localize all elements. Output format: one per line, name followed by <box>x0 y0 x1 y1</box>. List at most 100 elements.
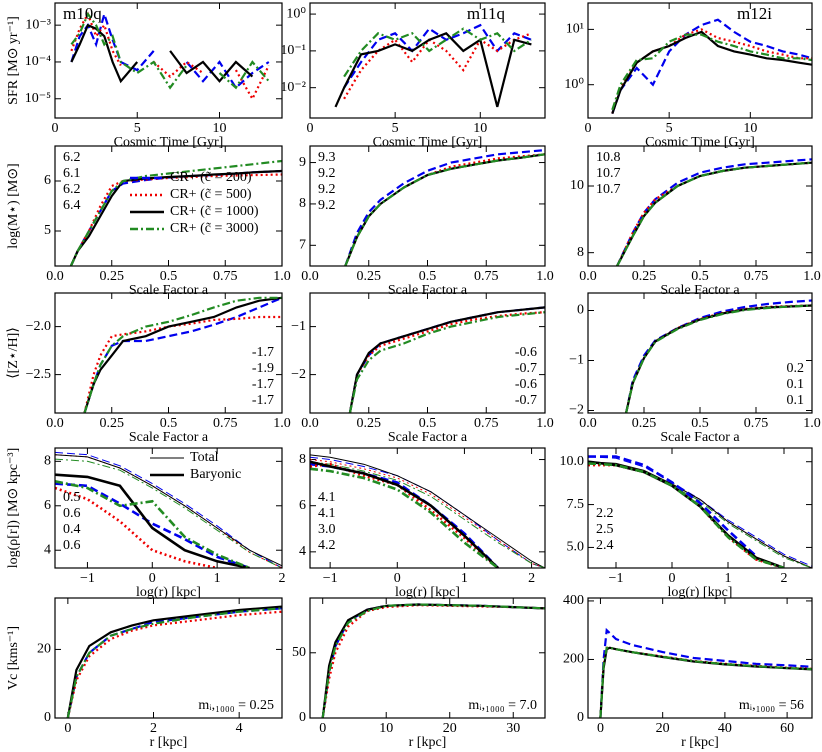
x-tick-label: 60 <box>780 721 794 736</box>
x-tick-label: 0.25 <box>357 416 382 431</box>
x-tick-label: 10 <box>743 121 757 136</box>
annotation: 10.7 <box>596 166 621 181</box>
x-tick-label: −1 <box>323 571 338 586</box>
annotation: -1.7 <box>252 393 274 408</box>
x-tick-label: 1 <box>461 571 468 586</box>
x-tick-label: 0 <box>64 721 71 736</box>
annotation: 0.2 <box>787 361 805 376</box>
x-tick-label: 0 <box>307 121 314 136</box>
y-tick-label: 10⁰ <box>286 6 306 21</box>
annotation: 4.2 <box>318 538 336 553</box>
y-axis-label: ⟨[Z⋆/H]⟩ <box>6 327 21 379</box>
x-tick-label: 10 <box>212 121 226 136</box>
legend-label: CR+ (c̃ = 500) <box>170 187 252 202</box>
annotation: 9.2 <box>318 198 336 213</box>
series-line <box>625 304 812 413</box>
y-tick-label: 10⁻¹ <box>280 43 306 58</box>
x-tick-label: 5 <box>392 121 399 136</box>
panel-title: m10q <box>63 4 102 23</box>
annotation: 0.4 <box>63 522 81 537</box>
y-tick-label: 10⁰ <box>564 77 584 92</box>
x-tick-label: 4 <box>236 721 243 736</box>
x-tick-label: 0.0 <box>579 416 597 431</box>
x-axis-label: Scale Factor a <box>660 283 740 298</box>
series-line <box>348 311 545 413</box>
x-tick-label: 0.5 <box>419 416 437 431</box>
annotation: 3.0 <box>318 522 336 537</box>
series-line <box>310 461 545 568</box>
x-axis-label: Scale Factor a <box>660 430 740 445</box>
y-tick-label: 50 <box>292 645 306 660</box>
x-tick-label: 20 <box>656 721 670 736</box>
y-tick-label: 10⁻⁴ <box>25 54 51 69</box>
x-tick-label: 0.75 <box>213 416 238 431</box>
annotation: 9.2 <box>318 182 336 197</box>
series-line <box>83 296 282 413</box>
series-line <box>310 467 499 568</box>
x-tick-label: 0.0 <box>46 269 64 284</box>
x-tick-label: 0 <box>585 121 592 136</box>
x-tick-label: 0.25 <box>632 269 657 284</box>
series-line <box>66 605 282 718</box>
series-line <box>321 603 545 718</box>
x-tick-label: 0.5 <box>691 269 709 284</box>
series-line <box>588 455 757 557</box>
x-tick-label: 1.0 <box>273 269 291 284</box>
y-tick-label: 0 <box>44 710 51 725</box>
series-line <box>344 153 545 266</box>
x-tick-label: 1 <box>725 571 732 586</box>
annotation: 6.2 <box>63 182 81 197</box>
legend-label: CR+ (c̃ = 3000) <box>170 221 259 236</box>
series-line <box>66 610 282 718</box>
y-axis-label: Vc [kms⁻¹] <box>6 626 21 690</box>
x-tick-label: 0 <box>149 571 156 586</box>
y-tick-label: 400 <box>563 593 584 608</box>
x-tick-label: 0 <box>669 571 676 586</box>
plot-frame <box>587 2 813 119</box>
annotation: 6.1 <box>63 166 81 181</box>
annotation: 9.2 <box>318 166 336 181</box>
y-tick-label: −1 <box>291 319 306 334</box>
y-tick-label: 20 <box>37 642 51 657</box>
x-axis-label: Scale Factor a <box>388 283 468 298</box>
plot-frame <box>309 2 546 119</box>
y-tick-label: −2.0 <box>26 319 51 334</box>
x-tick-label: 10 <box>379 721 393 736</box>
x-tick-label: 1.0 <box>273 416 291 431</box>
y-tick-label: 10¹ <box>566 22 584 37</box>
x-axis-label: log(r) [kpc] <box>395 585 460 600</box>
series-line <box>588 456 812 567</box>
x-tick-label: 40 <box>718 721 732 736</box>
y-tick-label: 9 <box>299 155 306 170</box>
y-axis-label: log(M⋆) [M⊙] <box>6 163 21 248</box>
x-tick-label: 0.25 <box>357 269 382 284</box>
x-tick-label: 1 <box>214 571 221 586</box>
series-line <box>310 462 499 568</box>
plot-frame <box>309 597 546 719</box>
panel-title: m11q <box>467 4 506 23</box>
y-tick-label: 8 <box>299 452 306 467</box>
annotation: 4.1 <box>318 490 336 505</box>
series-line <box>599 646 812 718</box>
x-tick-label: 5 <box>134 121 141 136</box>
y-tick-label: 6 <box>299 498 306 513</box>
series-line <box>55 451 282 568</box>
series-line <box>310 454 545 568</box>
series-line <box>616 161 812 266</box>
annotation: -1.7 <box>252 377 274 392</box>
y-tick-label: 10⁻⁵ <box>25 91 51 106</box>
x-tick-label: 0.75 <box>474 416 499 431</box>
y-tick-label: 7.5 <box>567 497 585 512</box>
x-tick-label: 20 <box>443 721 457 736</box>
series-line <box>70 23 254 84</box>
annotation: -0.7 <box>515 393 537 408</box>
annotation: 0.1 <box>787 393 805 408</box>
y-tick-label: 10⁻² <box>280 80 306 95</box>
legend-label: CR+ (c̃ = 1000) <box>170 204 259 219</box>
annotation: 2.5 <box>596 522 614 537</box>
series-line <box>55 482 251 568</box>
series-line <box>321 603 545 718</box>
plot-frame <box>54 292 283 414</box>
